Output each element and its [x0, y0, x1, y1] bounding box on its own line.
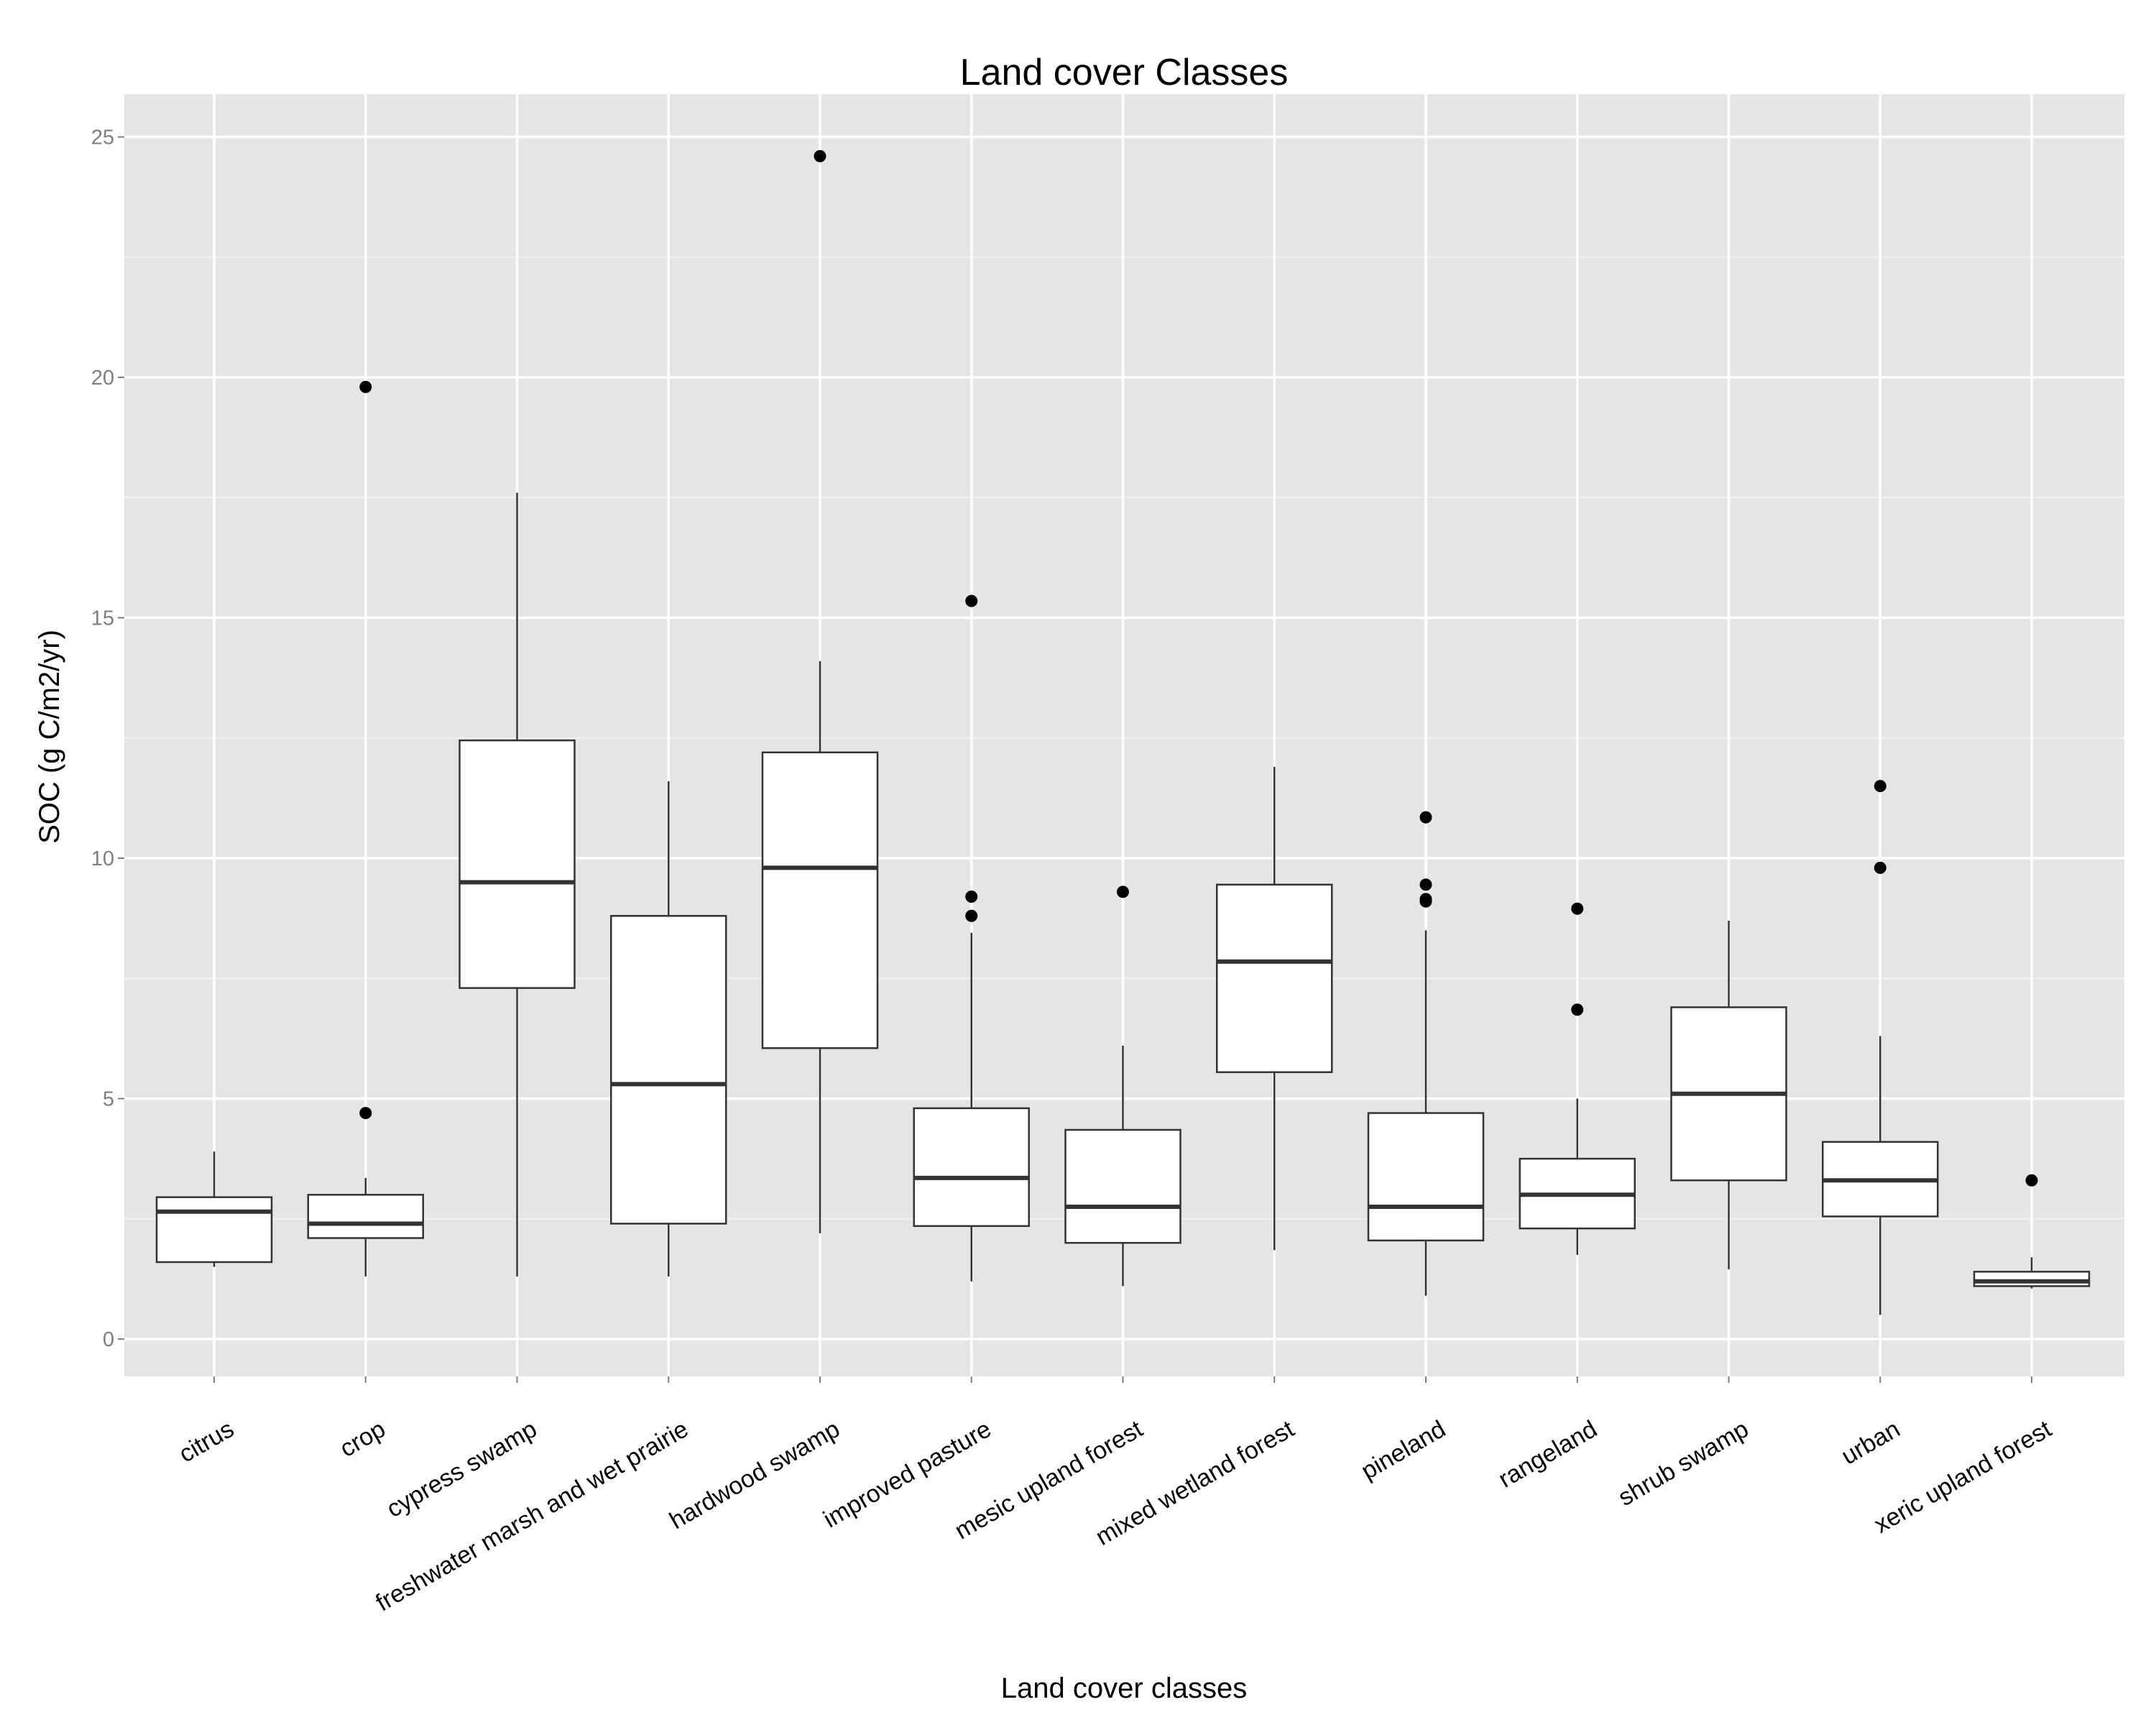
- y-axis-title: SOC (g C/m2/yr): [34, 630, 65, 844]
- outlier-point: [359, 380, 372, 393]
- outlier-point: [965, 891, 978, 903]
- box: [459, 739, 576, 989]
- box: [761, 751, 879, 1049]
- x-tick-label: rangeland: [1494, 1415, 1602, 1494]
- y-tick-label: 25: [91, 126, 114, 150]
- box: [1973, 1271, 2091, 1287]
- outlier-point: [814, 150, 826, 162]
- box: [1064, 1128, 1181, 1244]
- outlier-point: [965, 594, 978, 607]
- x-tick-label: urban: [1837, 1415, 1904, 1470]
- x-tick-label: citrus: [175, 1415, 239, 1468]
- y-axis-ticks: 0 5 10 15 20 25: [91, 126, 124, 1351]
- x-tick-label: freshwater marsh and wet prairie: [371, 1415, 693, 1616]
- outlier-point: [965, 909, 978, 922]
- outlier-point: [1571, 1003, 1584, 1016]
- x-tick-label: cypress swamp: [382, 1415, 542, 1523]
- box: [610, 915, 727, 1225]
- x-tick-label: crop: [335, 1415, 390, 1463]
- x-tick-label: hardwood swamp: [665, 1415, 844, 1535]
- boxes: [155, 150, 2091, 1315]
- y-tick-label: 10: [91, 847, 114, 870]
- outlier-point: [1419, 893, 1432, 906]
- outlier-point: [1874, 861, 1886, 874]
- box: [913, 1107, 1030, 1228]
- box: [307, 1194, 424, 1239]
- outlier-point: [2025, 1174, 2038, 1187]
- box: [1367, 1112, 1485, 1242]
- y-tick-label: 0: [103, 1328, 114, 1351]
- chart-title: Land cover Classes: [960, 52, 1289, 93]
- x-tick-label: shrub swamp: [1613, 1415, 1753, 1512]
- y-tick-label: 20: [91, 367, 114, 390]
- x-tick-label: pineland: [1357, 1415, 1450, 1485]
- outlier-point: [1874, 780, 1886, 793]
- y-tick-label: 5: [103, 1088, 114, 1111]
- outlier-point: [1571, 902, 1584, 915]
- outlier-point: [1419, 878, 1432, 891]
- outlier-point: [1419, 811, 1432, 824]
- outlier-point: [359, 1107, 372, 1120]
- y-tick-label: 15: [91, 607, 114, 630]
- outlier-point: [1117, 886, 1129, 898]
- x-axis-title: Land cover classes: [1001, 1673, 1247, 1704]
- box: [1216, 883, 1333, 1073]
- box: [155, 1196, 273, 1264]
